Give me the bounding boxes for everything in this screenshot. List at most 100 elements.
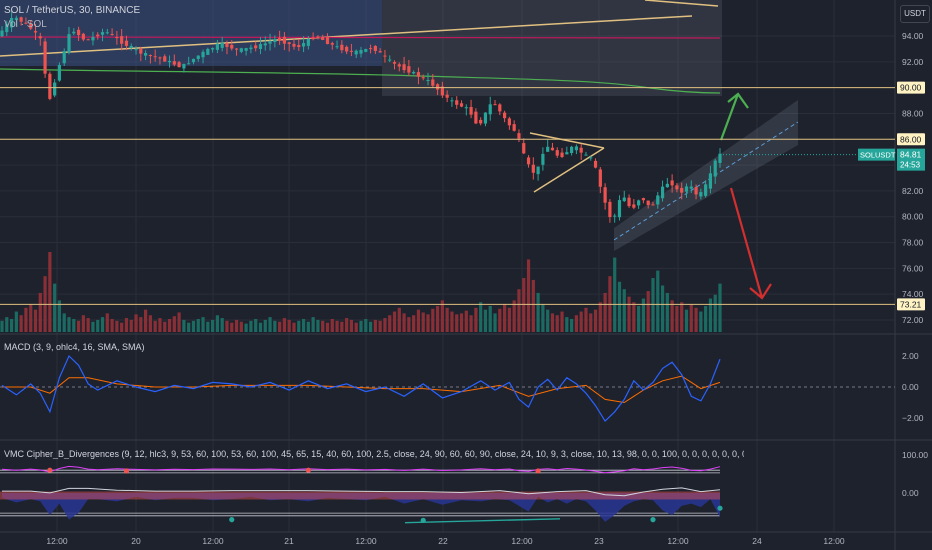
candle-body — [479, 119, 483, 124]
cipher-signal-dot — [123, 468, 130, 474]
price-tick-label: 78.00 — [902, 238, 924, 248]
currency-button[interactable]: USDT — [900, 5, 930, 23]
candle-body — [627, 197, 631, 207]
volume-bar — [273, 320, 277, 332]
candle-body — [191, 58, 196, 63]
price-channel — [614, 100, 798, 251]
candle-body — [474, 111, 478, 124]
volume-bar — [407, 317, 411, 332]
last-price-countdown: 24:53 — [900, 161, 921, 170]
price-tick-label: 80.00 — [902, 212, 924, 222]
candle-body — [53, 82, 57, 96]
volume-bar — [665, 292, 669, 332]
candlestick-series — [0, 11, 722, 223]
macd-tick-label: −2.00 — [902, 413, 924, 423]
volume-title: Vol · SOL — [4, 19, 47, 30]
candle-body — [493, 104, 497, 106]
volume-bar — [172, 316, 176, 332]
volume-bar — [579, 311, 583, 332]
cipher-rsi-line — [1, 465, 721, 474]
volume-bar — [613, 257, 617, 332]
volume-bar — [589, 313, 593, 332]
volume-bar — [383, 318, 387, 332]
candle-body — [86, 39, 90, 41]
volume-bar — [263, 319, 267, 332]
candle-body — [354, 50, 358, 55]
price-axis: 94.0092.0090.0088.0086.0084.0082.0080.00… — [858, 31, 925, 325]
volume-bar — [0, 320, 4, 332]
candle-body — [555, 150, 559, 156]
volume-bar — [474, 307, 478, 332]
candle-body — [637, 200, 641, 206]
candle-body — [383, 55, 387, 57]
time-tick-label: 12:00 — [202, 536, 224, 546]
cipher-signal-dot — [305, 467, 311, 473]
candle-body — [254, 45, 258, 49]
volume-bar — [503, 304, 507, 332]
volume-bar — [349, 319, 354, 332]
candle-body — [632, 204, 636, 208]
candle-body — [646, 200, 650, 206]
candle-body — [148, 55, 152, 57]
volume-bar — [598, 302, 602, 332]
volume-bar — [292, 322, 296, 332]
volume-bar — [684, 309, 689, 332]
candle-body — [402, 64, 406, 71]
volume-bar — [593, 309, 598, 332]
candle-body — [536, 166, 540, 175]
candle-body — [172, 61, 176, 65]
candle-body — [215, 43, 219, 50]
volume-bar — [53, 283, 57, 332]
volume-bar — [493, 313, 497, 332]
last-price-badge — [897, 148, 925, 171]
candle-body — [704, 184, 708, 196]
volume-bar — [167, 318, 172, 332]
volume-bar — [718, 283, 722, 332]
symbol-title: SOL / TetherUS, 30, BINANCE — [4, 5, 141, 16]
volume-bar — [254, 318, 258, 332]
volume-bar — [368, 321, 373, 332]
candle-body — [689, 186, 693, 189]
volume-bar — [153, 320, 157, 332]
candle-body — [81, 33, 85, 40]
level-badge — [897, 133, 925, 146]
volume-bar — [67, 317, 71, 332]
candle-body — [469, 106, 473, 115]
candle-body — [120, 36, 124, 44]
candle-body — [680, 187, 684, 193]
volume-bar — [507, 307, 511, 332]
candle-body — [153, 56, 157, 58]
volume-bar — [76, 320, 81, 332]
candle-body — [503, 112, 507, 119]
volume-bar — [211, 319, 215, 332]
candle-body — [72, 31, 76, 34]
candle-body — [335, 46, 339, 48]
candle-body — [9, 17, 14, 28]
volume-bar — [617, 281, 622, 332]
volume-bar — [622, 289, 626, 332]
candle-body — [416, 72, 421, 77]
time-tick-label: 22 — [438, 536, 448, 546]
cipher-signal-dot — [229, 517, 235, 523]
candle-body — [522, 143, 526, 154]
candle-body — [665, 183, 669, 188]
candle-body — [144, 52, 148, 56]
trendline-short — [644, 0, 719, 7]
volume-bar — [656, 270, 660, 332]
volume-bar — [182, 319, 186, 332]
candle-body — [397, 64, 401, 67]
volume-bar — [301, 318, 306, 332]
volume-bar — [464, 310, 468, 332]
level-badge-label: 90.00 — [900, 83, 922, 93]
volume-bar — [325, 322, 330, 332]
volume-bar — [392, 311, 397, 332]
candle-body — [670, 180, 674, 186]
volume-bar — [311, 317, 315, 332]
candle-body — [134, 49, 138, 51]
candle-body — [211, 48, 215, 50]
candle-body — [345, 46, 349, 52]
macd-line — [1, 354, 721, 423]
volume-bar — [388, 315, 392, 332]
candle-body — [234, 48, 239, 50]
